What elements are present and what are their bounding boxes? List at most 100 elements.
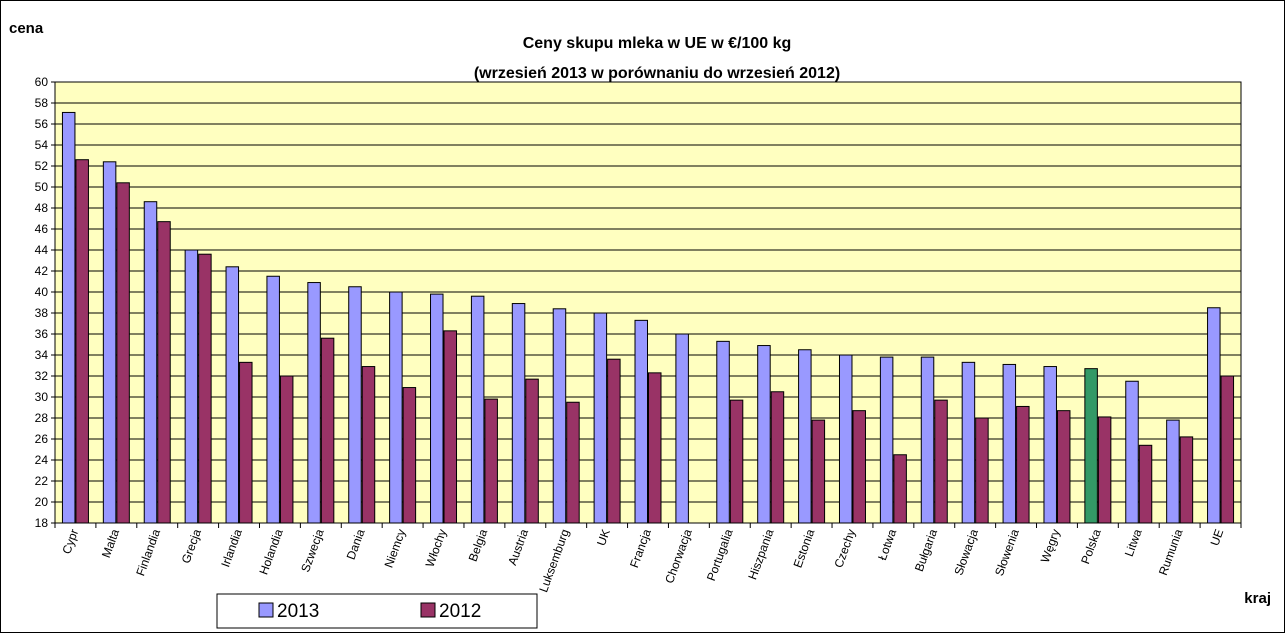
- bar-2013-26: [1125, 380, 1139, 524]
- x-tick-label: Litwa: [1122, 527, 1145, 558]
- bar-2013-7: [348, 286, 362, 524]
- bar-2013-21: [920, 356, 935, 524]
- y-tick-label: 26: [35, 432, 49, 446]
- bar-2012-3: [198, 253, 212, 524]
- y-tick-label: 38: [35, 306, 49, 320]
- bar-2012-14: [648, 372, 662, 524]
- x-tick-label: Luksemburg: [536, 527, 572, 594]
- y-tick-label: 34: [35, 348, 49, 362]
- x-tick-label: Chorwacja: [662, 527, 695, 585]
- bar-2012-19: [852, 410, 866, 524]
- x-tick-label: Łotwa: [875, 527, 899, 562]
- bar-2013-19: [838, 354, 853, 524]
- bar-2013-3: [184, 249, 199, 524]
- y-tick-label: 52: [35, 159, 49, 173]
- x-tick-label: Estonia: [791, 527, 818, 570]
- y-tick-label: 20: [35, 495, 49, 509]
- bar-2013-14: [634, 319, 648, 524]
- y-tick-label: 56: [35, 117, 49, 131]
- bar-2012-11: [525, 378, 539, 524]
- x-tick-label: Słowenia: [992, 527, 1022, 578]
- x-tick-label: Hiszpania: [745, 527, 776, 582]
- legend-swatch: [420, 602, 436, 618]
- bar-2012-4: [239, 361, 253, 524]
- bar-2013-8: [389, 291, 403, 524]
- x-tick-label: Cypr: [59, 527, 81, 556]
- bar-2013-28: [1207, 307, 1221, 524]
- bar-2013-0: [61, 111, 76, 524]
- bar-2013-24: [1043, 366, 1057, 524]
- y-tick-label: 30: [35, 390, 49, 404]
- x-tick-label: Węgry: [1038, 527, 1063, 564]
- bar-2013-17: [757, 345, 771, 524]
- y-tick-label: 48: [35, 201, 49, 215]
- y-tick-label: 50: [35, 180, 49, 194]
- x-tick-label: UK: [594, 527, 613, 547]
- x-tick-label: Polska: [1078, 527, 1104, 566]
- x-tick-label: Szwecja: [298, 527, 327, 574]
- y-tick-label: 22: [35, 474, 49, 488]
- x-tick-label: Słowacja: [951, 527, 981, 577]
- bar-2013-6: [307, 282, 321, 524]
- y-tick-label: 28: [35, 411, 49, 425]
- bar-2012-20: [893, 454, 907, 524]
- x-tick-label: Grecja: [179, 527, 204, 565]
- bar-2012-2: [157, 221, 171, 524]
- bar-2013-16: [716, 340, 730, 524]
- y-tick-label: 54: [35, 138, 49, 152]
- bar-2012-26: [1138, 444, 1153, 524]
- x-tick-label: Finlandia: [133, 527, 163, 578]
- bar-2013-1: [102, 161, 117, 524]
- bar-2012-21: [934, 399, 948, 524]
- bar-2012-10: [484, 398, 498, 524]
- bar-2013-2: [143, 201, 158, 524]
- bar-2013-15: [675, 333, 689, 524]
- legend-label: 2012: [439, 601, 481, 622]
- x-tick-label: Austria: [505, 527, 531, 567]
- y-tick-label: 46: [35, 222, 49, 236]
- bar-2013-13: [593, 312, 608, 524]
- bar-2012-16: [729, 399, 744, 524]
- y-tick-label: 32: [35, 369, 49, 383]
- legend-swatch: [258, 602, 274, 618]
- x-tick-label: Dania: [344, 527, 368, 562]
- y-tick-label: 40: [35, 285, 49, 299]
- bar-2013-5: [266, 275, 280, 524]
- x-tick-label: Holandia: [256, 527, 285, 577]
- bar-2012-22: [975, 417, 989, 524]
- x-axis-label: kraj: [1244, 590, 1271, 607]
- bar-2012-0: [75, 159, 89, 524]
- bar-2012-12: [566, 401, 580, 524]
- bar-2013-25: [1084, 368, 1098, 524]
- bar-2013-27: [1166, 419, 1180, 524]
- bar-2012-27: [1179, 436, 1194, 524]
- bar-2013-12: [552, 308, 567, 524]
- y-tick-label: 18: [35, 516, 49, 530]
- x-axis-tick-labels: Cypr Malta Finlandia Grecja Irlandia Holandia…: [54, 523, 1242, 594]
- bar-2012-18: [811, 419, 826, 524]
- bar-2013-22: [961, 361, 976, 524]
- bar-2013-4: [225, 266, 240, 524]
- legend-label: 2013: [277, 601, 319, 622]
- bar-2012-5: [279, 375, 294, 524]
- x-tick-label: Niemcy: [382, 527, 409, 569]
- bar-2012-23: [1016, 405, 1030, 524]
- bar-2012-13: [607, 358, 621, 524]
- bar-2012-6: [320, 337, 335, 524]
- bar-2012-17: [770, 391, 785, 524]
- bar-2012-1: [116, 182, 130, 524]
- bar-2012-7: [361, 366, 376, 524]
- bar-2013-10: [470, 295, 485, 524]
- y-tick-label: 58: [35, 96, 49, 110]
- x-tick-label: Portugalia: [704, 527, 736, 583]
- bar-2013-23: [1002, 363, 1017, 524]
- y-tick-label: 44: [35, 243, 49, 257]
- x-tick-label: Irlandia: [218, 527, 245, 569]
- bar-2012-24: [1056, 410, 1071, 524]
- x-tick-label: UE: [1208, 527, 1227, 547]
- y-tick-label: 42: [35, 264, 49, 278]
- x-tick-label: Rumunia: [1156, 527, 1186, 577]
- bar-2013-20: [879, 356, 894, 524]
- bar-2013-11: [511, 303, 526, 524]
